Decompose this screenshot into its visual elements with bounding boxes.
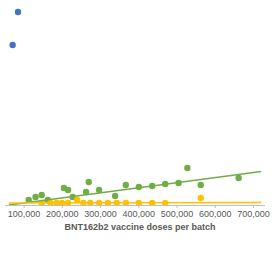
point [112,193,118,199]
x-tick-label: 300,000 [84,209,117,219]
x-tick [138,205,139,208]
point [65,187,71,193]
page: {"chart_data": {"type": "scatter", "x_la… [0,0,280,280]
x-tick-label: 600,000 [199,209,232,219]
trend-line [9,202,261,204]
point [123,182,129,188]
trend-line [9,172,261,205]
x-tick [253,205,254,208]
x-tick [24,205,25,208]
point [9,42,15,48]
plot-area [9,9,261,205]
point [86,179,92,185]
x-tick-label: 400,000 [123,209,156,219]
x-tick [62,205,63,208]
x-tick [177,205,178,208]
chart: 100,000 200,000 300,000 400,000 500,000 600,0… [0,0,280,280]
x-tick-label: 500,000 [161,209,194,219]
point [39,192,45,198]
point [184,165,190,171]
x-tick [215,205,216,208]
x-axis [5,205,265,206]
x-tick [100,205,101,208]
point [198,182,204,188]
point [15,9,21,15]
point [32,194,38,200]
x-tick-label: 700,000 [237,209,270,219]
x-tick-label: 200,000 [46,209,79,219]
x-tick-label: 100,000 [8,209,41,219]
x-axis-title: BNT162b2 vaccine doses per batch [64,222,215,232]
point [198,195,204,201]
point [235,175,241,181]
